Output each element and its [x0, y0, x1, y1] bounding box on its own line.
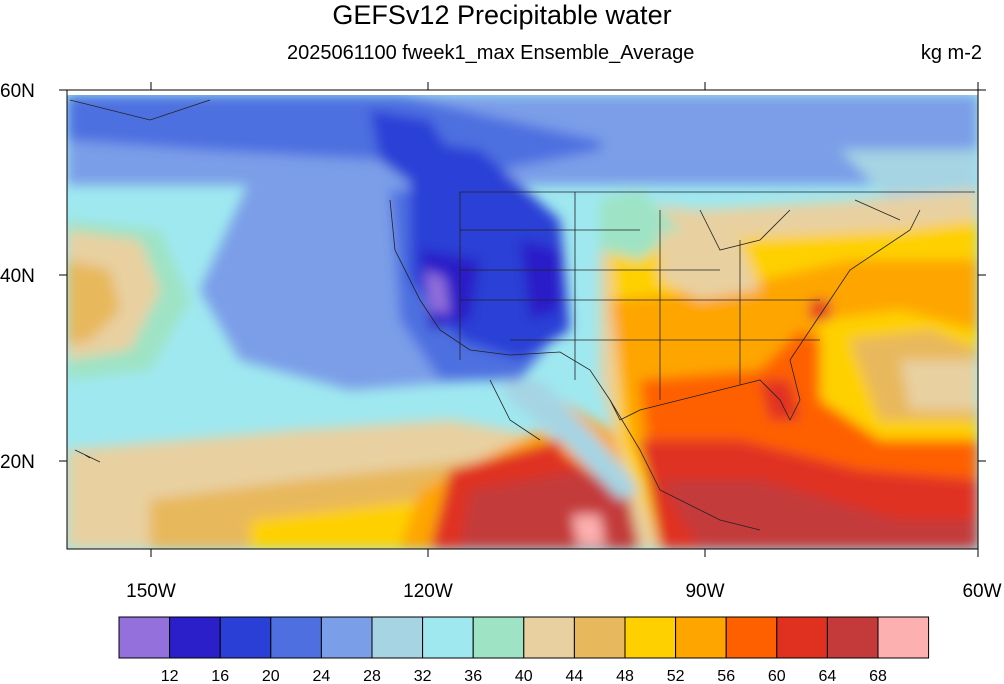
- colorbar-label: 16: [211, 668, 229, 684]
- colorbar-swatch: [877, 616, 930, 659]
- colorbar-swatch: [422, 616, 474, 659]
- colorbar-label: 48: [616, 668, 634, 684]
- colorbar-swatch: [523, 616, 575, 659]
- lat-label-20n: 20N: [0, 452, 35, 473]
- colorbar-swatch: [219, 616, 272, 659]
- colorbar-label: 56: [717, 668, 735, 684]
- colorbar-swatch: [320, 616, 373, 659]
- colorbar-label: 24: [313, 668, 331, 684]
- colorbar-swatch: [118, 616, 171, 659]
- colorbar-label: 60: [768, 668, 786, 684]
- colorbar-label: 44: [566, 668, 584, 684]
- lon-label-60w: 60W: [962, 581, 1001, 602]
- colorbar-swatch: [776, 616, 828, 659]
- colorbar-label: 40: [515, 668, 533, 684]
- colorbar-label: 52: [667, 668, 685, 684]
- colorbar-swatch: [826, 616, 879, 659]
- colorbar-label: 32: [414, 668, 432, 684]
- lon-label-90w: 90W: [685, 581, 724, 602]
- colorbar-swatch: [725, 616, 778, 659]
- colorbar-label: 20: [262, 668, 280, 684]
- colorbar-swatch: [371, 616, 424, 659]
- lon-label-150w: 150W: [126, 581, 176, 602]
- colorbar-swatch: [573, 616, 626, 659]
- lon-label-120w: 120W: [403, 581, 453, 602]
- axis-ticks: [59, 82, 986, 557]
- lat-label-60n: 60N: [0, 81, 35, 102]
- colorbar-swatch: [472, 616, 525, 659]
- colorbar: 12 16 20 24 28 32 36 40 44 48 52 56 60 64 68: [118, 616, 930, 684]
- colorbar-label: 64: [819, 668, 837, 684]
- colorbar-swatch: [624, 616, 677, 659]
- colorbar-label: 12: [161, 668, 179, 684]
- colorbar-swatch: [169, 616, 221, 659]
- map-subtitle: 2025061100 fweek1_max Ensemble_Average: [287, 42, 695, 64]
- colorbar-swatch: [270, 616, 322, 659]
- colorbar-label: 68: [869, 668, 887, 684]
- map-title: GEFSv12 Precipitable water: [332, 0, 672, 30]
- colorbar-label: 28: [363, 668, 381, 684]
- boundaries: [69, 99, 975, 531]
- lat-label-40n: 40N: [0, 266, 35, 287]
- units-label: kg m-2: [920, 42, 982, 64]
- colorbar-swatch: [675, 616, 727, 659]
- precipitable-water-field: [67, 95, 978, 549]
- colorbar-label: 36: [464, 668, 482, 684]
